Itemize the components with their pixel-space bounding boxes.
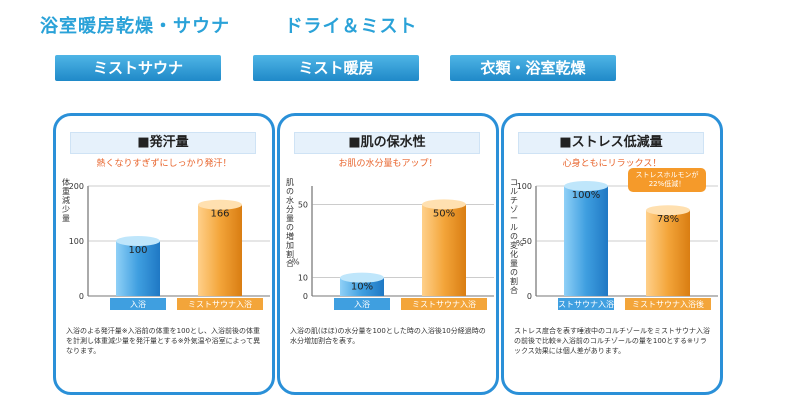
- card-note: 入浴のよる発汗量※入浴前の体重を100とし、入浴前後の体重を計測し体重減少量を発…: [66, 327, 261, 355]
- bar: [422, 204, 466, 296]
- bar-top: [646, 205, 690, 216]
- card-subtitle: 熱くなりすぎずにしっかり発汗！: [96, 159, 232, 169]
- category-label-bg: [625, 298, 711, 310]
- category-label-bg: [110, 298, 166, 310]
- y-tick-label: 100: [517, 182, 532, 191]
- y-unit-label: %: [516, 239, 524, 248]
- y-axis-label: コルチゾールの変化量の割合: [510, 178, 518, 295]
- bar: [198, 204, 242, 296]
- stress-callout: ストレスホルモンが22%低減！: [628, 168, 706, 192]
- card-note: 入浴の肌(ほほ)の水分量を100とした時の入浴後10分経過時の水分増加割合を表す…: [290, 327, 486, 345]
- y-axis-label: 体重減少量: [62, 178, 70, 223]
- bar-top: [340, 272, 384, 283]
- y-unit-label: %: [292, 257, 300, 266]
- category-label-bg: [334, 298, 390, 310]
- header-title: 浴室暖房乾燥・サウナ: [40, 16, 230, 37]
- card-sweat: ■発汗量 熱くなりすぎずにしっかり発汗！ 体重減少量 0 100 200 100 入浴 1…: [53, 113, 275, 395]
- tab-mist-heating[interactable]: ミスト暖房: [253, 55, 419, 81]
- y-tick-label: 50: [522, 237, 532, 246]
- bar-value-label: 100%: [572, 190, 601, 201]
- header-subtitle: ドライ＆ミスト: [284, 16, 418, 37]
- bar-value-label: 100: [128, 245, 147, 256]
- card-title: ■ストレス低減量: [518, 132, 704, 154]
- y-tick-label: 0: [79, 292, 84, 301]
- chart-stress: 0 50 100% 100% ミストサウナ入浴前 78% ミストサウナ入浴後: [516, 181, 718, 310]
- category-label: ミストサウナ入浴: [188, 299, 252, 309]
- bar-top: [422, 199, 466, 210]
- card-subtitle: 心身ともにリラックス！: [562, 159, 662, 169]
- bar-value-label: 78%: [657, 214, 679, 225]
- bar-top: [564, 181, 608, 191]
- card-title: ■発汗量: [70, 132, 256, 154]
- bar: [646, 210, 690, 296]
- chart-moisture: 0 10 50% 10% 入浴 50% ミストサウナ入浴: [292, 186, 494, 310]
- bar-top: [116, 236, 160, 246]
- card-title: ■肌の保水性: [294, 132, 480, 154]
- category-label-bg: [401, 298, 487, 310]
- y-tick-label: 200: [69, 182, 84, 191]
- card-moisture: ■肌の保水性 お肌の水分量もアップ！ 肌の水分量の増加割合 0 10 50% 10% 入…: [277, 113, 499, 395]
- category-label: 入浴: [354, 299, 370, 309]
- tab-clothes-bathroom-drying[interactable]: 衣類・浴室乾燥: [450, 55, 616, 81]
- bar: [116, 241, 160, 296]
- y-axis-label: 肌の水分量の増加割合: [286, 178, 294, 268]
- category-label: ミストサウナ入浴後: [632, 299, 704, 309]
- card-note: ストレス度合を表す唾液中のコルチゾールをミストサウナ入浴の前後で比較※入浴前のコ…: [514, 327, 710, 355]
- bar-top: [198, 199, 242, 210]
- chart-sweat: 0 100 200 100 入浴 166 ミストサウナ入浴: [69, 182, 270, 310]
- bar: [564, 186, 608, 296]
- tab-mist-sauna[interactable]: ミストサウナ: [55, 55, 221, 81]
- bar: [340, 277, 384, 296]
- y-tick-label: 10: [298, 274, 308, 283]
- y-tick-label: 100: [69, 237, 84, 246]
- category-label-bg: [177, 298, 263, 310]
- bar-value-label: 10%: [351, 282, 373, 293]
- category-label: ミストサウナ入浴: [412, 299, 476, 309]
- category-label: 入浴: [130, 299, 146, 309]
- category-label-bg: [558, 298, 614, 310]
- header: 浴室暖房乾燥・サウナ ドライ＆ミスト: [40, 12, 418, 38]
- card-stress: ■ストレス低減量 心身ともにリラックス！ コルチゾールの変化量の割合 0 50 10…: [501, 113, 723, 395]
- y-tick-label: 0: [303, 292, 308, 301]
- category-label: ミストサウナ入浴前: [550, 299, 622, 309]
- y-tick-label: 0: [527, 292, 532, 301]
- card-subtitle: お肌の水分量もアップ！: [338, 159, 438, 169]
- y-tick-label: 50: [298, 200, 308, 209]
- bar-value-label: 50%: [433, 208, 455, 219]
- bar-value-label: 166: [210, 209, 229, 220]
